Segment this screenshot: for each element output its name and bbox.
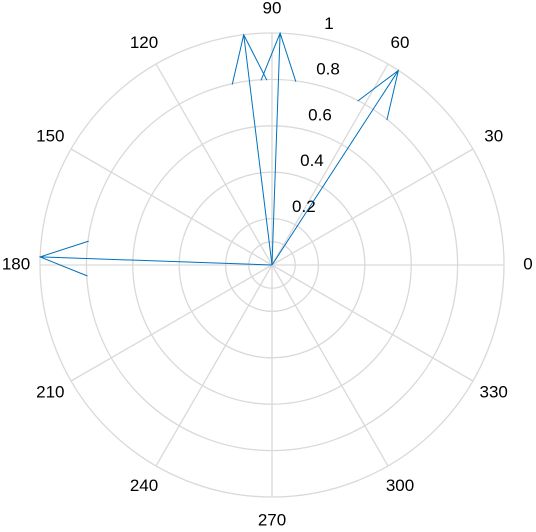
spoke	[70, 264, 273, 382]
theta-tick-label: 60	[391, 33, 410, 52]
spoke	[155, 63, 273, 266]
theta-tick-label: 210	[36, 382, 64, 401]
theta-tick-label: 330	[480, 382, 508, 401]
arrow	[38, 240, 273, 277]
ring	[39, 32, 505, 498]
theta-tick-label: 300	[386, 476, 414, 495]
inner-ring	[248, 241, 296, 289]
theta-tick-label: 0	[523, 254, 532, 273]
spoke	[271, 148, 474, 266]
r-tick-label: 0.4	[300, 151, 324, 170]
theta-tick-label: 270	[258, 510, 286, 529]
arrow	[231, 33, 273, 266]
ring	[85, 78, 459, 452]
spoke	[155, 264, 273, 467]
spoke	[70, 148, 273, 266]
theta-tick-label: 90	[263, 0, 282, 17]
theta-tick-label: 180	[2, 254, 30, 273]
spoke	[271, 264, 474, 382]
ring	[224, 217, 320, 313]
r-tick-label: 1	[324, 14, 333, 33]
spoke	[271, 264, 389, 467]
theta-tick-label: 240	[130, 476, 158, 495]
arrow	[260, 31, 297, 266]
theta-tick-label: 150	[36, 126, 64, 145]
theta-tick-label: 30	[484, 126, 503, 145]
arrow	[271, 69, 400, 266]
theta-tick-label: 120	[130, 33, 158, 52]
r-tick-label: 0.6	[308, 105, 332, 124]
ring	[178, 171, 366, 359]
spoke	[271, 63, 389, 266]
r-tick-label: 0.8	[316, 60, 340, 79]
ring	[132, 125, 412, 405]
r-tick-label: 0.2	[292, 197, 316, 216]
